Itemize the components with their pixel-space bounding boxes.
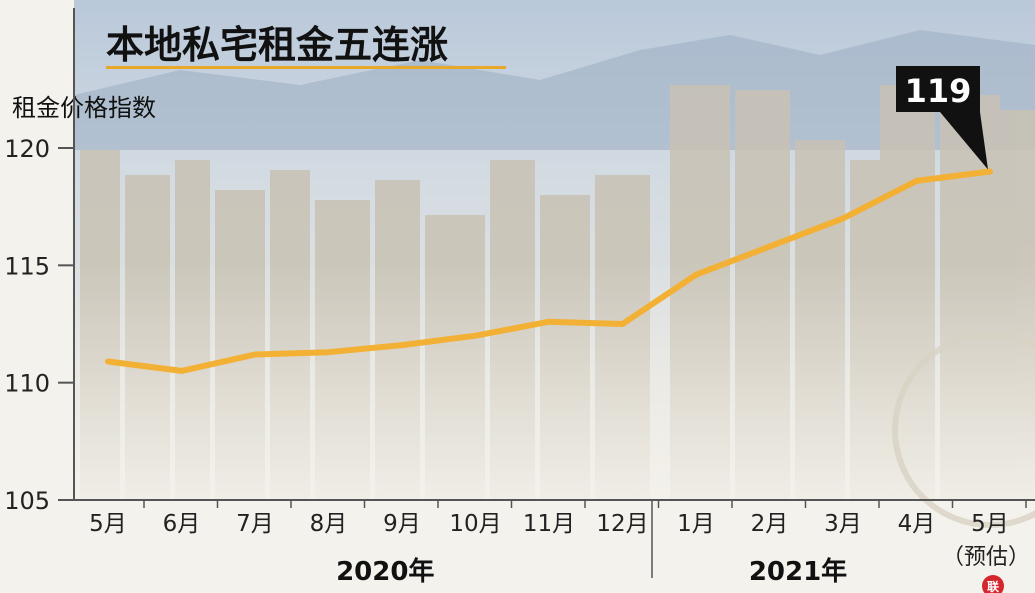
y-tick-label: 110	[4, 370, 50, 398]
background-photo	[74, 0, 1035, 528]
data-point	[767, 244, 772, 250]
data-point	[473, 333, 478, 339]
x-tick-label: 8月	[310, 511, 348, 537]
data-point	[620, 321, 625, 327]
chart-title-group: 本地私宅租金五连涨	[106, 23, 506, 69]
data-point	[914, 178, 919, 184]
x-ticks: 5月 6月 7月 8月 9月 10月 11月 12月 1月 2月 3月 4月 5月 （预估）	[89, 500, 1030, 570]
x-tick-label: 5月	[971, 511, 1009, 537]
chart-title: 本地私宅租金五连涨	[106, 23, 448, 67]
data-point	[105, 359, 111, 365]
x-tick-label: 10月	[449, 511, 501, 537]
x-tick-label: 1月	[677, 511, 715, 537]
x-tick-label: 3月	[824, 511, 862, 537]
logo: 联	[982, 575, 1004, 593]
callout-bubble	[896, 66, 988, 170]
x-tick-label: 4月	[898, 511, 936, 537]
x-tick-label: 6月	[163, 511, 201, 537]
annotation-callout: 119	[896, 66, 988, 170]
title-underline	[106, 66, 506, 69]
y-tick-label: 115	[4, 252, 50, 280]
y-ticks: 105 110 115 120	[4, 135, 74, 515]
x-tick-label: 7月	[236, 511, 274, 537]
data-point	[252, 352, 258, 358]
x-tick-label: 5月	[89, 511, 127, 537]
x-tick-sublabel: （预估）	[942, 545, 1030, 570]
x-tick-label: 11月	[523, 511, 575, 537]
year-label: 2020年	[336, 556, 434, 587]
y-tick-label: 120	[4, 135, 50, 163]
data-point	[840, 215, 846, 221]
y-axis-label: 租金价格指数	[12, 94, 156, 122]
y-tick-label: 105	[4, 487, 50, 515]
year-labels: 2020年 2021年	[336, 556, 847, 587]
data-point	[179, 368, 184, 374]
data-point	[693, 272, 699, 278]
x-tick-label: 2月	[751, 511, 789, 537]
series-points	[105, 168, 993, 374]
data-point	[399, 342, 405, 348]
data-point	[987, 168, 993, 174]
data-point	[546, 319, 552, 325]
x-tick-label: 9月	[383, 511, 421, 537]
logo-text: 联	[987, 580, 999, 593]
year-label: 2021年	[749, 556, 847, 587]
data-point	[326, 349, 331, 355]
callout-text: 119	[905, 72, 972, 110]
x-tick-label: 12月	[596, 511, 648, 537]
